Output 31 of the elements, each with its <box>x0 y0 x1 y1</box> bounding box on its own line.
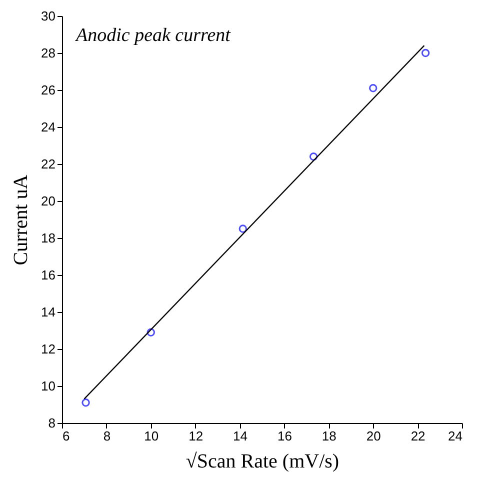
y-tick-label: 16 <box>41 268 56 282</box>
y-tick-label: 8 <box>48 416 56 430</box>
x-tick-label: 14 <box>233 428 248 444</box>
y-tick-label: 20 <box>41 194 56 208</box>
x-axis-title: √Scan Rate (mV/s) <box>186 450 340 472</box>
x-tick-label: 22 <box>410 428 426 444</box>
y-tick-label: 30 <box>41 8 56 24</box>
y-tick-label: 12 <box>41 342 56 356</box>
y-axis-title: Current uA <box>10 174 32 266</box>
x-tick-label: 12 <box>188 428 204 444</box>
y-tick-label: 26 <box>41 82 56 98</box>
x-tick-label: 16 <box>277 428 292 444</box>
x-tick-label: 10 <box>144 428 159 444</box>
y-tick-label: 18 <box>41 230 56 246</box>
x-tick-label: 6 <box>62 428 70 444</box>
point <box>309 152 318 161</box>
point <box>146 328 155 336</box>
point <box>238 224 247 233</box>
point <box>421 48 430 58</box>
y-tick-label: 10 <box>41 378 56 394</box>
x-tick-label: 20 <box>366 428 381 444</box>
y-tick-label: 22 <box>41 156 56 172</box>
y-tick-label: 28 <box>41 46 56 60</box>
x-tick-label: 18 <box>322 428 336 444</box>
y-tick-label: 24 <box>41 120 56 134</box>
annotation: Anodic peak current <box>74 25 232 46</box>
x-tick-label: 24 <box>448 428 462 444</box>
point <box>82 398 90 407</box>
y-tick-label: 14 <box>41 304 56 320</box>
point <box>369 84 378 92</box>
x-tick-label: 8 <box>103 428 111 444</box>
